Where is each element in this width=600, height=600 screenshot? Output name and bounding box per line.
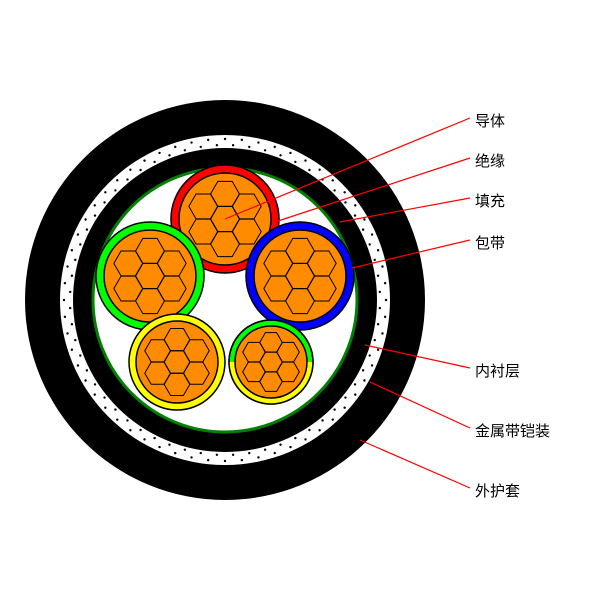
label-6: 外护套 <box>475 480 520 501</box>
cable-diagram <box>0 0 600 600</box>
label-0: 导体 <box>475 110 505 131</box>
label-2: 填充 <box>475 190 505 211</box>
label-1: 绝缘 <box>475 150 505 171</box>
label-4: 内衬层 <box>475 360 520 381</box>
label-3: 包带 <box>475 232 505 253</box>
label-5: 金属带铠装 <box>475 420 550 441</box>
